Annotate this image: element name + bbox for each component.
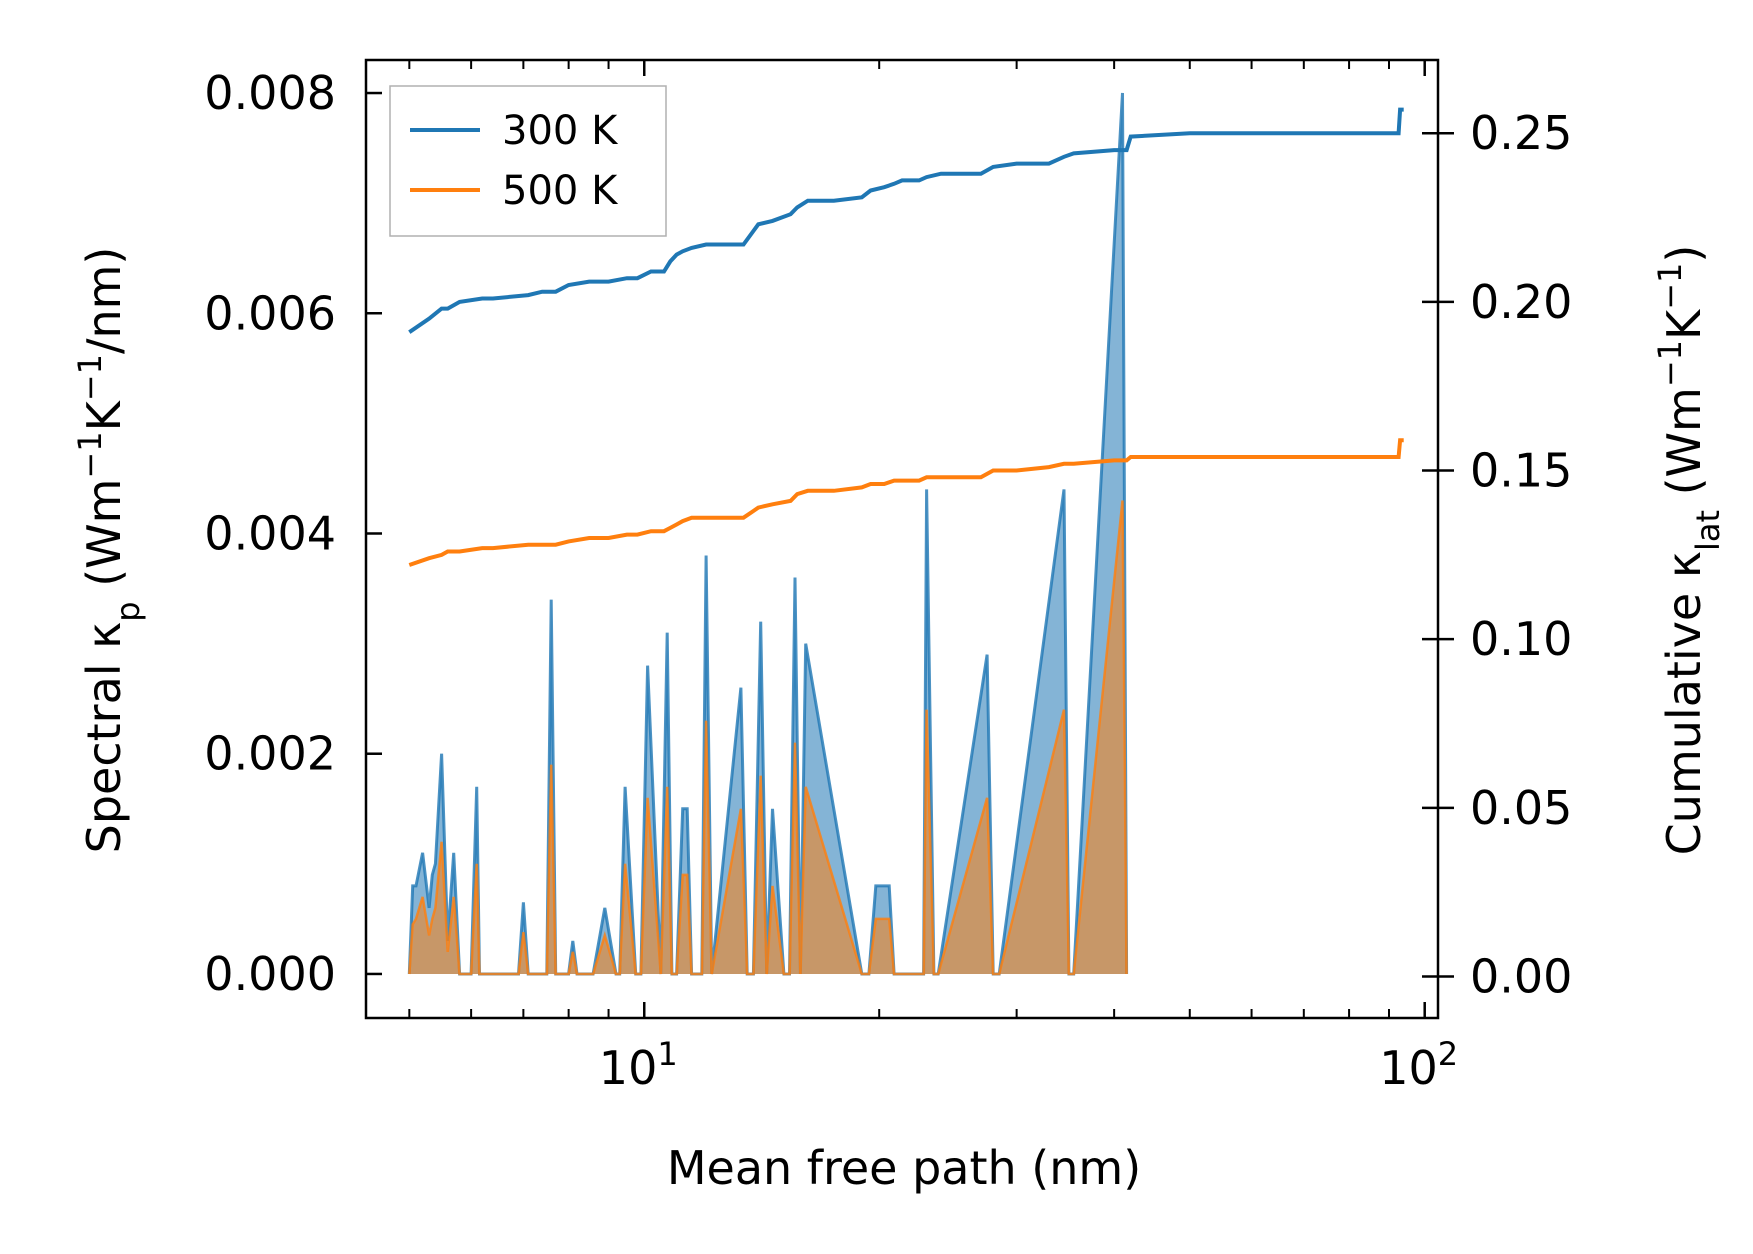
x-tick-label: 101 — [599, 1035, 678, 1095]
legend: 300 K 500 K — [389, 85, 667, 237]
legend-label-300k: 300 K — [502, 108, 619, 154]
cumulative-line-300k — [408, 107, 1404, 334]
y2-tick-label: 0.10 — [1470, 612, 1572, 666]
y2-tick-label: 0.25 — [1470, 106, 1572, 160]
plot-area — [407, 92, 1404, 976]
y-tick-label: 0.004 — [204, 506, 336, 560]
cumulative-line-500k — [408, 438, 1404, 567]
spectral-area-500k — [409, 500, 1127, 974]
y2-axis-title: Cumulative κlat (Wm−1K−1) — [1651, 245, 1727, 856]
y2-tick-label: 0.00 — [1470, 950, 1572, 1004]
y2-tick-label: 0.15 — [1470, 444, 1572, 498]
y-tick-label: 0.000 — [204, 947, 336, 1001]
y-tick-label: 0.002 — [204, 727, 336, 781]
spectral-line-500k — [408, 500, 1128, 976]
y2-tick-label: 0.05 — [1470, 781, 1572, 835]
y-tick-label: 0.006 — [204, 286, 336, 340]
legend-box — [389, 85, 667, 237]
x-axis-title: Mean free path (nm) — [667, 1141, 1141, 1195]
y-tick-label: 0.008 — [204, 66, 336, 120]
axes: 0.000 0.002 0.004 0.006 0.008 0.00 0.05 0.10 0.1… — [204, 58, 1572, 1095]
axes-frame — [364, 58, 1440, 1020]
y2-tick-label: 0.20 — [1470, 275, 1572, 329]
legend-label-500k: 500 K — [502, 168, 619, 214]
x-tick-label: 102 — [1379, 1035, 1458, 1095]
y-axis-title: Spectral κp (Wm−1K−1/nm) — [71, 247, 147, 854]
